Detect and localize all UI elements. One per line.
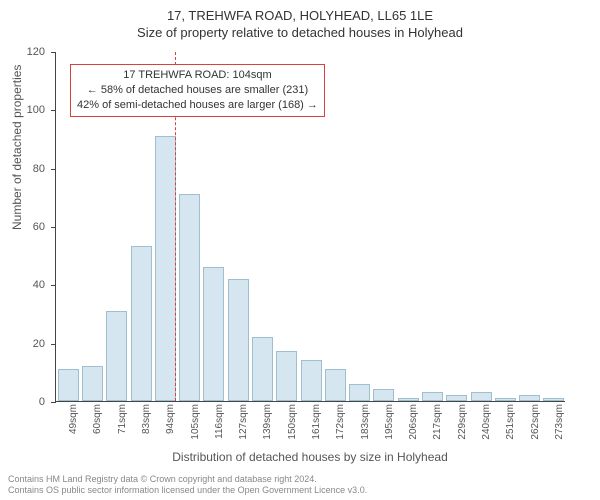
- x-tick-label: 183sqm: [360, 404, 371, 444]
- histogram-bar: [446, 395, 467, 401]
- histogram-bar: [373, 389, 394, 401]
- x-axis-title: Distribution of detached houses by size …: [55, 450, 565, 464]
- x-tick-label: 60sqm: [92, 404, 103, 444]
- x-tick-label: 251sqm: [505, 404, 516, 444]
- x-tick-label: 195sqm: [384, 404, 395, 444]
- histogram-chart: 02040608010012049sqm60sqm71sqm83sqm94sqm…: [55, 52, 565, 402]
- histogram-bar: [325, 369, 346, 401]
- y-tick: [51, 169, 56, 170]
- footer-attribution: Contains HM Land Registry data © Crown c…: [8, 474, 367, 497]
- x-tick-label: 161sqm: [311, 404, 322, 444]
- x-tick-label: 49sqm: [68, 404, 79, 444]
- footer-line-2: Contains OS public sector information li…: [8, 485, 367, 496]
- x-tick-label: 262sqm: [530, 404, 541, 444]
- histogram-bar: [106, 311, 127, 401]
- histogram-bar: [276, 351, 297, 401]
- histogram-bar: [471, 392, 492, 401]
- histogram-bar: [58, 369, 79, 401]
- annotation-box: 17 TREHWFA ROAD: 104sqm← 58% of detached…: [70, 64, 325, 117]
- y-tick-label: 100: [15, 104, 45, 116]
- y-tick-label: 80: [15, 163, 45, 175]
- page-title-address: 17, TREHWFA ROAD, HOLYHEAD, LL65 1LE: [0, 8, 600, 23]
- y-tick-label: 120: [15, 46, 45, 58]
- x-tick-label: 172sqm: [335, 404, 346, 444]
- y-axis-title: Number of detached properties: [10, 65, 24, 230]
- histogram-bar: [301, 360, 322, 401]
- x-tick-label: 71sqm: [117, 404, 128, 444]
- histogram-bar: [422, 392, 443, 401]
- y-tick: [51, 344, 56, 345]
- x-tick-label: 139sqm: [262, 404, 273, 444]
- footer-line-1: Contains HM Land Registry data © Crown c…: [8, 474, 367, 485]
- x-tick-label: 127sqm: [238, 404, 249, 444]
- histogram-bar: [398, 398, 419, 401]
- annotation-line: 42% of semi-detached houses are larger (…: [77, 98, 318, 113]
- x-tick-label: 94sqm: [165, 404, 176, 444]
- histogram-bar: [179, 194, 200, 401]
- y-tick-label: 60: [15, 221, 45, 233]
- histogram-bar: [349, 384, 370, 402]
- histogram-bar: [155, 136, 176, 401]
- y-tick-label: 20: [15, 338, 45, 350]
- x-tick-label: 206sqm: [408, 404, 419, 444]
- x-tick-label: 240sqm: [481, 404, 492, 444]
- x-tick-label: 105sqm: [190, 404, 201, 444]
- y-tick-label: 40: [15, 279, 45, 291]
- y-tick: [51, 110, 56, 111]
- x-tick-label: 116sqm: [214, 404, 225, 444]
- y-tick-label: 0: [15, 396, 45, 408]
- histogram-bar: [543, 398, 564, 401]
- x-tick-label: 83sqm: [141, 404, 152, 444]
- histogram-bar: [131, 246, 152, 401]
- plot-area: 02040608010012049sqm60sqm71sqm83sqm94sqm…: [55, 52, 565, 402]
- y-tick: [51, 285, 56, 286]
- histogram-bar: [495, 398, 516, 401]
- histogram-bar: [82, 366, 103, 401]
- x-tick-label: 217sqm: [432, 404, 443, 444]
- x-tick-label: 273sqm: [554, 404, 565, 444]
- page-title-desc: Size of property relative to detached ho…: [0, 25, 600, 40]
- x-tick-label: 229sqm: [457, 404, 468, 444]
- y-tick: [51, 227, 56, 228]
- histogram-bar: [203, 267, 224, 401]
- histogram-bar: [252, 337, 273, 401]
- y-tick: [51, 402, 56, 403]
- y-tick: [51, 52, 56, 53]
- annotation-line: 17 TREHWFA ROAD: 104sqm: [77, 68, 318, 83]
- histogram-bar: [519, 395, 540, 401]
- histogram-bar: [228, 279, 249, 402]
- annotation-line: ← 58% of detached houses are smaller (23…: [77, 83, 318, 98]
- x-tick-label: 150sqm: [287, 404, 298, 444]
